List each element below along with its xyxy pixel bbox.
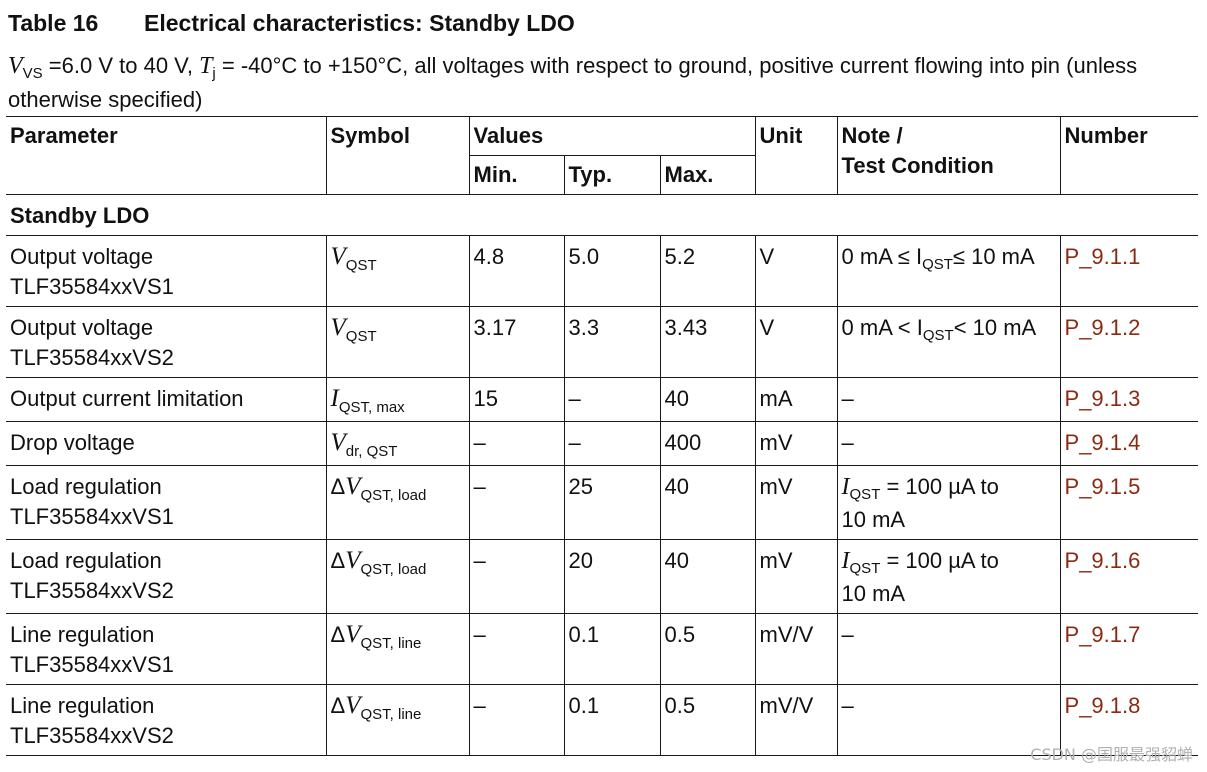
table-number: Table 16 [8,10,99,36]
number-cell: P_9.1.5 [1059,465,1199,540]
unit-cell: V [754,235,838,307]
parameter-cell: Line regulation TLF35584xxVS1 [6,613,327,685]
unit-cell: mA [754,377,838,422]
number-cell: P_9.1.2 [1059,306,1199,378]
number-cell: P_9.1.1 [1059,235,1199,307]
symbol-cell: ΔVQST, load [325,539,470,614]
header-row: Parameter Symbol Values Unit Note / Test … [6,116,1199,195]
unit-cell: mV/V [754,684,838,756]
operating-conditions: VVS =6.0 V to 40 V, Tj = -40°C to +150°C… [8,50,1203,115]
note-cell: 0 mA < IQST< 10 mA [836,306,1061,378]
max-cell: 40 [659,377,756,422]
max-cell: 400 [659,421,756,466]
max-cell: 0.5 [659,684,756,756]
typ-cell: 0.1 [563,613,661,685]
table-row: Load regulation TLF35584xxVS1 ΔVQST, load… [6,465,1199,540]
header-number: Number [1059,116,1199,195]
header-typ: Typ. [563,155,661,195]
parameter-cell: Load regulation TLF35584xxVS2 [6,539,327,614]
max-cell: 0.5 [659,613,756,685]
note-cell: – [836,684,1061,756]
symbol-cell: VQST [325,235,470,307]
section-title: Standby LDO [6,194,1199,236]
parameter-cell: Output voltage TLF35584xxVS1 [6,235,327,307]
section-row: Standby LDO [6,194,1199,236]
conditions-text: = -40°C to +150°C, all voltages with res… [8,53,1138,112]
max-cell: 3.43 [659,306,756,378]
parameter-cell: Drop voltage [6,421,327,466]
min-cell: – [468,613,565,685]
symbol-cell: ΔVQST, line [325,613,470,685]
typ-cell: 25 [563,465,661,540]
table-row: Drop voltage Vdr, QST – – 400 mV – P_9.1… [6,421,1199,466]
number-cell: P_9.1.3 [1059,377,1199,422]
min-cell: – [468,421,565,466]
min-cell: – [468,465,565,540]
parameter-cell: Load regulation TLF35584xxVS1 [6,465,327,540]
header-symbol: Symbol [325,116,470,195]
header-unit: Unit [754,116,838,195]
symbol-cell: VQST [325,306,470,378]
symbol-cell: Vdr, QST [325,421,470,466]
vs-range: =6.0 V to 40 V, [42,53,200,78]
max-cell: 40 [659,465,756,540]
parameter-cell: Line regulation TLF35584xxVS2 [6,684,327,756]
symbol-cell: ΔVQST, line [325,684,470,756]
note-cell: – [836,377,1061,422]
typ-cell: – [563,377,661,422]
unit-cell: mV [754,465,838,540]
typ-cell: – [563,421,661,466]
min-cell: – [468,539,565,614]
note-cell: – [836,613,1061,685]
typ-cell: 0.1 [563,684,661,756]
typ-cell: 20 [563,539,661,614]
header-values: Values [468,116,756,156]
unit-cell: mV [754,421,838,466]
table-row: Load regulation TLF35584xxVS2 ΔVQST, load… [6,539,1199,614]
unit-cell: V [754,306,838,378]
typ-cell: 3.3 [563,306,661,378]
min-cell: 4.8 [468,235,565,307]
watermark: CSDN @国服最强貂蝉 [1030,745,1193,764]
table-caption: Table 16 Electrical characteristics: Stan… [8,10,575,37]
min-cell: – [468,684,565,756]
parameter-cell: Output voltage TLF35584xxVS2 [6,306,327,378]
symbol-cell: IQST, max [325,377,470,422]
vs-symbol: VVS [8,53,43,82]
note-cell: IQST = 100 µA to 10 mA [836,465,1061,540]
header-parameter: Parameter [6,116,327,195]
typ-cell: 5.0 [563,235,661,307]
max-cell: 5.2 [659,235,756,307]
max-cell: 40 [659,539,756,614]
unit-cell: mV/V [754,613,838,685]
tj-symbol: Tj [199,53,216,82]
note-cell: IQST = 100 µA to 10 mA [836,539,1061,614]
header-min: Min. [469,155,565,195]
min-cell: 3.17 [468,306,565,378]
unit-cell: mV [754,539,838,614]
note-cell: – [836,421,1061,466]
table-row: Line regulation TLF35584xxVS1 ΔVQST, line… [6,613,1199,685]
table-row: Output current limitation IQST, max 15 –… [6,377,1199,422]
note-cell: 0 mA ≤ IQST≤ 10 mA [836,235,1061,307]
table-row: Line regulation TLF35584xxVS2 ΔVQST, line… [6,684,1199,756]
parameter-cell: Output current limitation [6,377,327,422]
header-note: Note / Test Condition [836,116,1061,195]
table-row: Output voltage TLF35584xxVS1 VQST 4.8 5.0… [6,235,1199,307]
spec-table: Parameter Symbol Values Unit Note / Test … [6,116,1199,756]
table-title: Electrical characteristics: Standby LDO [144,10,575,36]
number-cell: P_9.1.8 [1059,684,1199,756]
min-cell: 15 [468,377,565,422]
header-max: Max. [659,155,756,195]
number-cell: P_9.1.4 [1059,421,1199,466]
number-cell: P_9.1.6 [1059,539,1199,614]
number-cell: P_9.1.7 [1059,613,1199,685]
table-row: Output voltage TLF35584xxVS2 VQST 3.17 3.… [6,306,1199,378]
symbol-cell: ΔVQST, load [325,465,470,540]
